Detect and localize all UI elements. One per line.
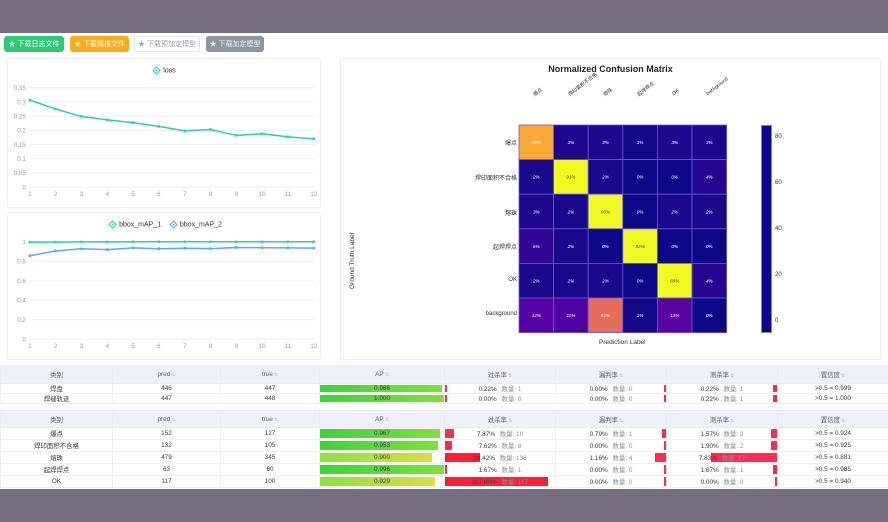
svg-text:2%: 2% bbox=[670, 209, 678, 214]
svg-text:2%: 2% bbox=[601, 175, 609, 180]
svg-text:0%: 0% bbox=[637, 209, 644, 214]
svg-text:4: 4 bbox=[106, 343, 110, 350]
svg-text:7: 7 bbox=[183, 343, 187, 350]
svg-text:1: 1 bbox=[22, 239, 26, 246]
svg-text:6: 6 bbox=[157, 343, 161, 350]
svg-text:9: 9 bbox=[235, 191, 239, 198]
svg-text:0.2: 0.2 bbox=[17, 128, 26, 135]
svg-text:0%: 0% bbox=[671, 244, 678, 249]
svg-text:2: 2 bbox=[54, 343, 58, 350]
svg-text:3%: 3% bbox=[671, 140, 678, 145]
svg-text:91%: 91% bbox=[566, 175, 575, 180]
svg-text:3%: 3% bbox=[602, 140, 609, 145]
svg-text:6%: 6% bbox=[533, 244, 540, 249]
svg-text:3%: 3% bbox=[533, 209, 540, 214]
svg-text:0.4: 0.4 bbox=[17, 297, 26, 304]
svg-text:5: 5 bbox=[131, 343, 135, 350]
svg-text:3%: 3% bbox=[568, 140, 575, 145]
svg-text:0%: 0% bbox=[671, 175, 678, 180]
svg-text:2: 2 bbox=[54, 191, 58, 198]
svg-text:0.1: 0.1 bbox=[17, 156, 26, 163]
svg-text:4%: 4% bbox=[706, 175, 713, 180]
svg-text:0.35: 0.35 bbox=[14, 85, 27, 92]
svg-text:1%: 1% bbox=[637, 313, 644, 318]
svg-text:0%: 0% bbox=[602, 244, 609, 249]
svg-text:11%: 11% bbox=[566, 313, 575, 318]
svg-text:51%: 51% bbox=[601, 313, 610, 318]
svg-text:0.15: 0.15 bbox=[14, 142, 27, 149]
svg-text:6: 6 bbox=[157, 191, 161, 198]
svg-text:92%: 92% bbox=[635, 244, 644, 249]
svg-text:0: 0 bbox=[22, 184, 26, 191]
svg-text:2%: 2% bbox=[532, 279, 540, 284]
svg-text:90%: 90% bbox=[601, 209, 610, 214]
svg-text:7: 7 bbox=[183, 191, 187, 198]
svg-text:1: 1 bbox=[28, 343, 32, 350]
svg-text:0%: 0% bbox=[637, 175, 644, 180]
svg-text:0.3: 0.3 bbox=[17, 99, 26, 106]
svg-text:5: 5 bbox=[131, 191, 135, 198]
svg-text:11: 11 bbox=[285, 191, 292, 198]
svg-text:0.6: 0.6 bbox=[17, 278, 26, 285]
svg-text:2%: 2% bbox=[567, 209, 575, 214]
svg-text:0%: 0% bbox=[637, 279, 644, 284]
svg-text:1%: 1% bbox=[637, 140, 644, 145]
svg-text:12%: 12% bbox=[532, 313, 541, 318]
svg-text:3: 3 bbox=[80, 343, 84, 350]
svg-text:4: 4 bbox=[106, 191, 110, 198]
svg-text:8: 8 bbox=[209, 191, 213, 198]
svg-text:12: 12 bbox=[310, 343, 317, 350]
svg-text:0.05: 0.05 bbox=[14, 170, 27, 177]
svg-text:2%: 2% bbox=[532, 175, 540, 180]
svg-text:12: 12 bbox=[310, 191, 317, 198]
svg-text:2%: 2% bbox=[601, 279, 609, 284]
svg-text:2%: 2% bbox=[567, 244, 575, 249]
svg-text:10: 10 bbox=[259, 191, 266, 198]
svg-text:0.8: 0.8 bbox=[17, 259, 26, 266]
svg-text:0.2: 0.2 bbox=[17, 317, 26, 324]
svg-text:2%: 2% bbox=[705, 209, 713, 214]
svg-text:8: 8 bbox=[209, 343, 213, 350]
svg-text:0.25: 0.25 bbox=[14, 113, 27, 120]
svg-text:65%: 65% bbox=[532, 140, 541, 145]
svg-text:1: 1 bbox=[28, 191, 32, 198]
svg-text:3: 3 bbox=[80, 191, 84, 198]
svg-text:3%: 3% bbox=[706, 140, 713, 145]
svg-text:89%: 89% bbox=[670, 279, 679, 284]
svg-text:4%: 4% bbox=[706, 279, 713, 284]
svg-text:10: 10 bbox=[259, 343, 266, 350]
svg-text:0: 0 bbox=[22, 336, 26, 343]
svg-text:9: 9 bbox=[235, 343, 239, 350]
svg-text:11: 11 bbox=[285, 343, 292, 350]
svg-text:0%: 0% bbox=[706, 313, 713, 318]
svg-text:0%: 0% bbox=[706, 244, 713, 249]
svg-text:13%: 13% bbox=[670, 313, 679, 318]
svg-text:2%: 2% bbox=[567, 279, 575, 284]
